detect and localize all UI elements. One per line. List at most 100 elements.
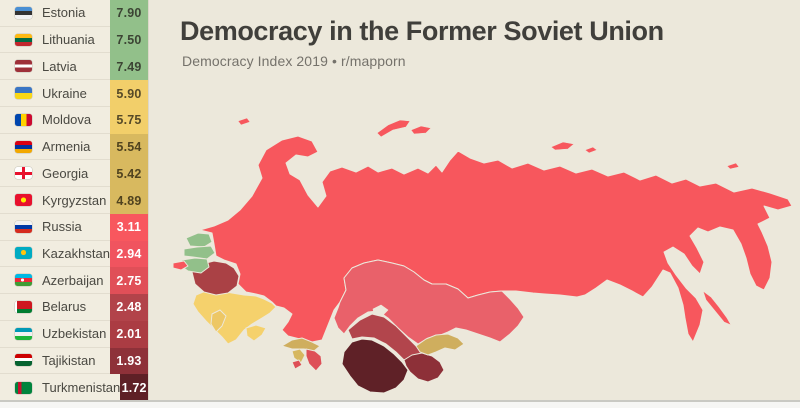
map-country-ukraine	[192, 289, 277, 345]
legend-row: Azerbaijan 2.75	[0, 267, 148, 295]
map-island-novaya-zemlya-south	[410, 125, 432, 135]
legend-row-label: Georgia	[0, 160, 110, 188]
country-name: Georgia	[42, 165, 89, 181]
map-country-tajikistan	[403, 352, 445, 383]
legend-row: Armenia 5.54	[0, 133, 148, 161]
country-score: 5.75	[110, 106, 148, 134]
legend-row: Belarus 2.48	[0, 294, 148, 321]
legend-row: Moldova 5.75	[0, 106, 148, 134]
country-name: Moldova	[42, 112, 92, 128]
map-country-estonia	[185, 232, 213, 248]
country-name: Belarus	[42, 299, 87, 315]
country-score: 2.94	[110, 240, 148, 268]
map-country-latvia	[183, 245, 216, 260]
map-lake-aral	[372, 304, 389, 317]
flag-russia-icon	[15, 220, 32, 233]
country-score: 1.93	[110, 347, 148, 375]
legend-row: Turkmenistan 1.72	[0, 374, 148, 402]
legend-row-label: Russia	[0, 214, 110, 241]
legend-row-label: Azerbaijan	[0, 267, 110, 295]
legend-row-label: Moldova	[0, 107, 110, 134]
country-name: Russia	[42, 219, 82, 235]
country-score: 2.01	[110, 320, 148, 348]
map-country-kyrgyzstan	[415, 333, 465, 356]
country-name: Latvia	[42, 58, 77, 74]
legend-row: Uzbekistan 2.01	[0, 320, 148, 348]
country-name: Ukraine	[42, 85, 87, 101]
legend-row-label: Armenia	[0, 134, 110, 161]
flag-kyrgyzstan-icon	[15, 194, 32, 206]
flag-azerbaijan-icon	[15, 274, 32, 287]
page-subtitle: Democracy Index 2019 • r/mapporn	[182, 53, 406, 69]
country-name: Estonia	[42, 5, 86, 21]
map-country-georgia	[281, 337, 321, 352]
map-country-azerbaijan	[305, 348, 323, 372]
country-score: 5.54	[110, 133, 148, 161]
flag-lithuania-icon	[15, 33, 32, 46]
country-score: 3.11	[110, 213, 148, 241]
map-island-wrangel	[726, 162, 740, 170]
legend: Estonia 7.90 Lithuania 7.50 Latvia 7.49 …	[0, 0, 149, 402]
flag-tajikistan-icon	[15, 354, 32, 367]
legend-row-label: Belarus	[0, 294, 110, 321]
map-island-novaya-zemlya	[376, 119, 411, 138]
legend-row-label: Latvia	[0, 53, 110, 81]
legend-row-label: Kyrgyzstan	[0, 187, 110, 214]
map-island-new-siberian	[550, 141, 575, 151]
country-score: 7.49	[110, 53, 148, 81]
country-score: 4.89	[110, 187, 148, 214]
country-score: 2.75	[110, 267, 148, 295]
country-name: Armenia	[42, 139, 91, 155]
country-name: Uzbekistan	[42, 326, 107, 342]
country-name: Azerbaijan	[42, 272, 104, 288]
legend-row: Ukraine 5.90	[0, 80, 148, 107]
legend-row: Lithuania 7.50	[0, 26, 148, 54]
flag-turkmenistan-icon	[15, 381, 32, 394]
map-island-new-siberian-east	[584, 146, 598, 154]
country-score: 2.48	[110, 294, 148, 321]
country-name: Lithuania	[42, 32, 95, 48]
country-name: Kyrgyzstan	[42, 192, 107, 208]
legend-row-label: Lithuania	[0, 27, 110, 54]
flag-ukraine-icon	[15, 87, 32, 100]
legend-row-label: Turkmenistan	[0, 374, 120, 401]
map-island-franz-josef	[237, 117, 251, 126]
map-country-turkmenistan	[341, 338, 409, 394]
legend-row-label: Uzbekistan	[0, 321, 110, 348]
flag-kazakhstan-icon	[15, 247, 32, 260]
flag-estonia-icon	[15, 6, 32, 19]
flag-uzbekistan-icon	[15, 327, 32, 340]
window-bottom-strip	[0, 400, 800, 408]
country-score: 5.42	[110, 160, 148, 188]
country-name: Tajikistan	[42, 352, 96, 368]
flag-belarus-icon	[15, 300, 32, 313]
page-title: Democracy in the Former Soviet Union	[180, 16, 664, 46]
country-score: 1.72	[120, 374, 148, 402]
country-score: 7.90	[110, 0, 148, 27]
legend-row-label: Ukraine	[0, 80, 110, 107]
legend-row: Georgia 5.42	[0, 160, 148, 188]
flag-armenia-icon	[15, 140, 32, 153]
legend-row: Kazakhstan 2.94	[0, 240, 148, 268]
map-country-moldova	[210, 309, 227, 333]
legend-row: Estonia 7.90	[0, 0, 148, 27]
legend-row-label: Estonia	[0, 0, 110, 27]
country-score: 7.50	[110, 26, 148, 54]
map-region-nakhchivan	[291, 359, 303, 370]
legend-row: Kyrgyzstan 4.89	[0, 187, 148, 214]
map-country-armenia	[291, 348, 306, 364]
map-island-sakhalin	[702, 290, 732, 326]
map-region-kaliningrad	[172, 260, 189, 271]
legend-row: Latvia 7.49	[0, 53, 148, 81]
country-name: Kazakhstan	[42, 245, 110, 261]
map-region-crimea	[245, 324, 267, 342]
flag-georgia-icon	[15, 167, 32, 180]
legend-row: Tajikistan 1.93	[0, 347, 148, 375]
flag-moldova-icon	[15, 113, 32, 126]
country-name: Turkmenistan	[42, 380, 121, 396]
flag-latvia-icon	[15, 60, 32, 73]
map-country-kazakhstan	[333, 259, 525, 345]
legend-row-label: Kazakhstan	[0, 241, 110, 268]
